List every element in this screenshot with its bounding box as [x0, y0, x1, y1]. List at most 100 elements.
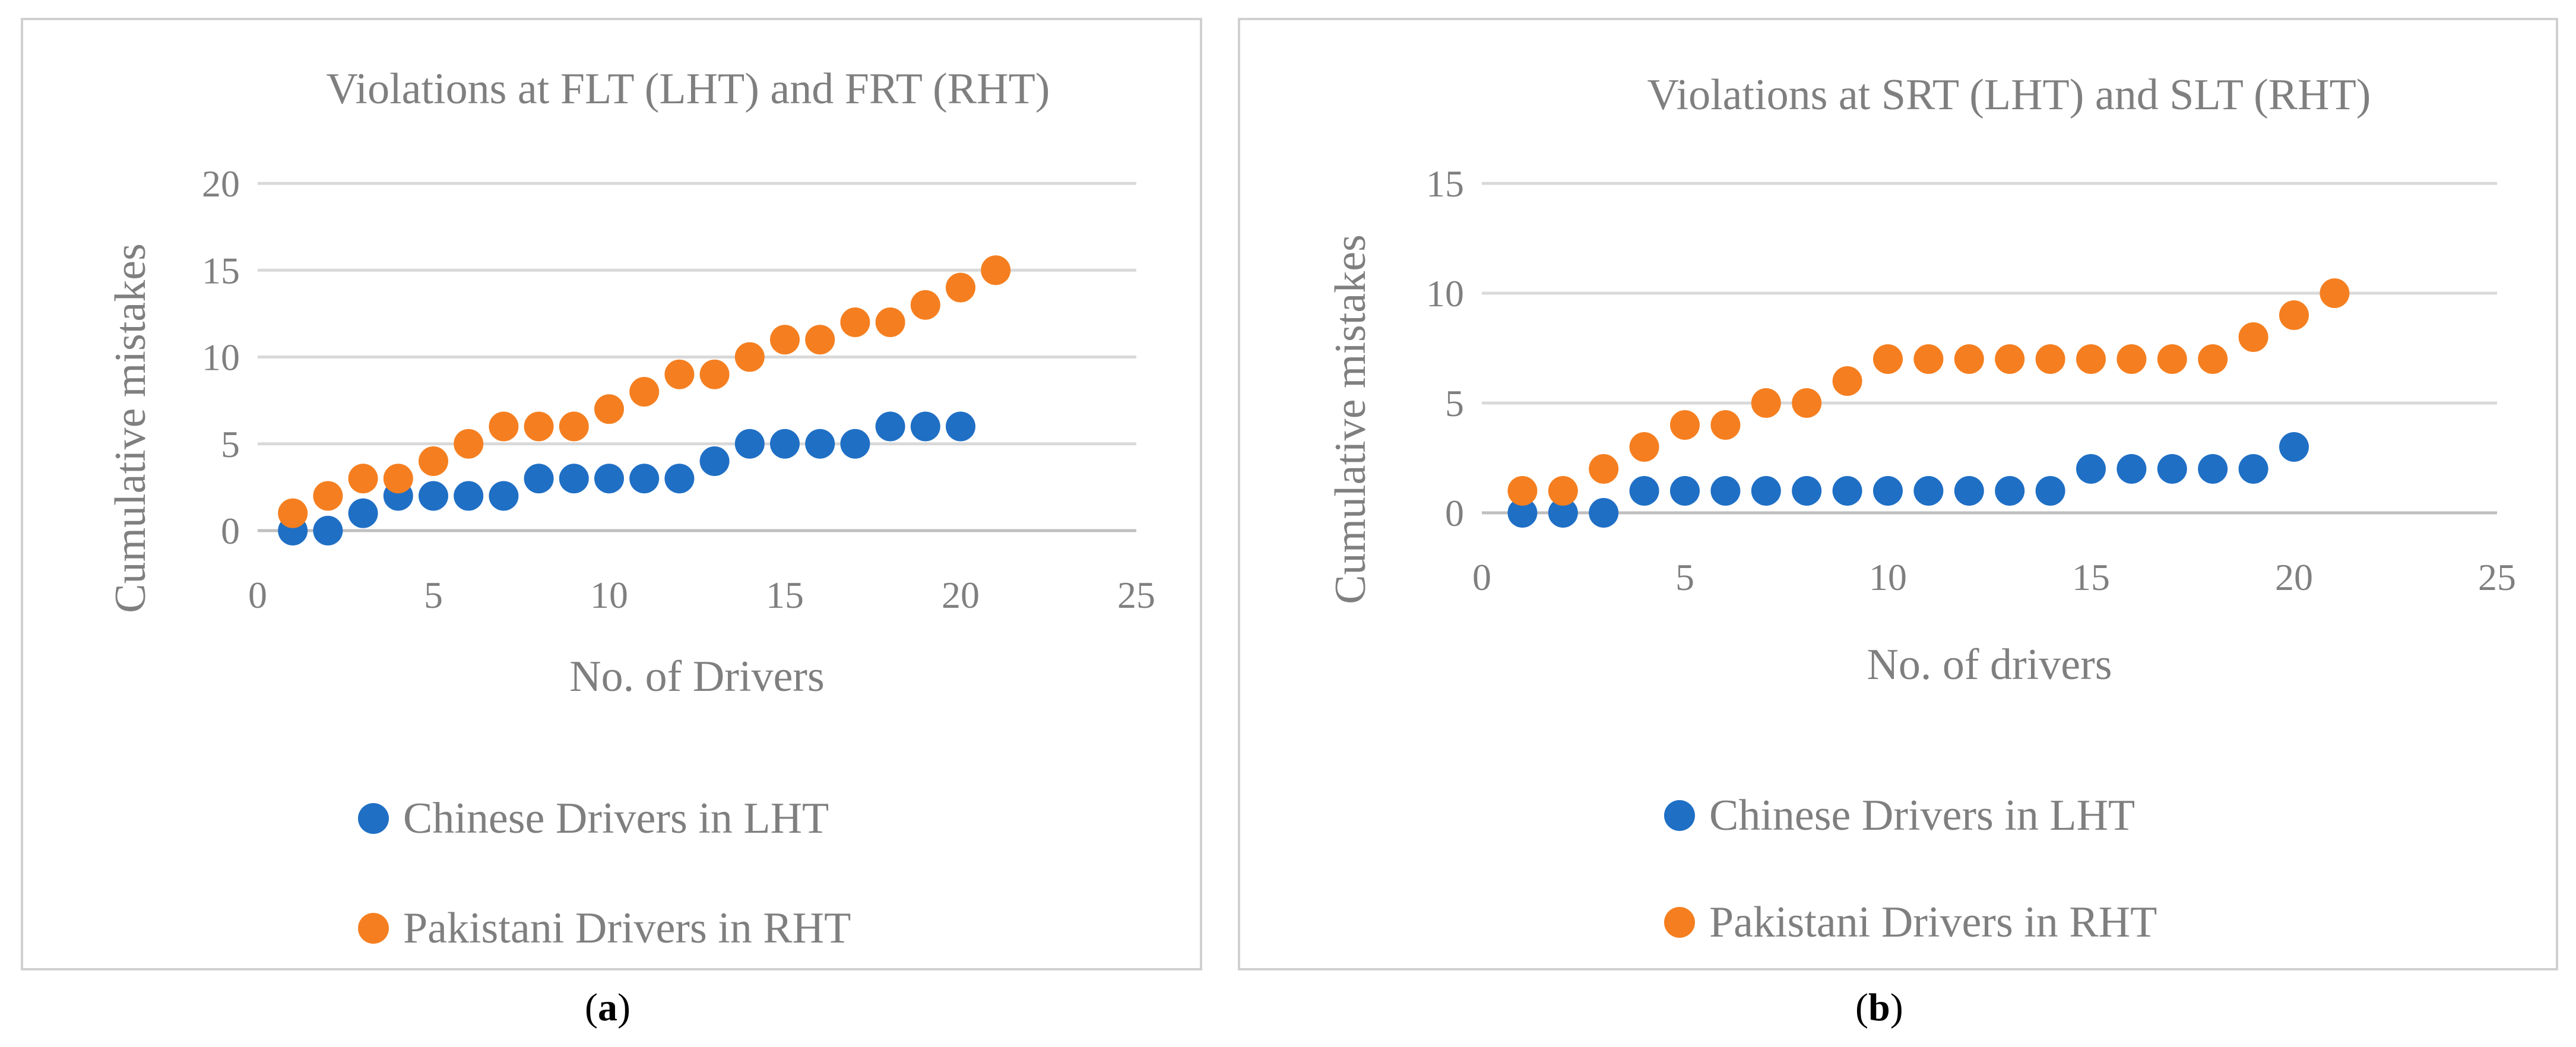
chinese-point: [419, 481, 448, 511]
pakistani-point: [278, 498, 308, 528]
pakistani-point: [2116, 344, 2147, 374]
x-tick-label: 0: [1472, 556, 1491, 598]
y-tick-label: 10: [202, 337, 240, 379]
chinese-point: [629, 464, 660, 494]
pakistani-point: [1832, 366, 1862, 396]
pakistani-point: [1589, 454, 1619, 484]
caption-b-letter: b: [1868, 986, 1890, 1029]
pakistani-point: [664, 359, 695, 389]
x-tick-label: 25: [1117, 574, 1155, 616]
chinese-point: [2116, 454, 2147, 484]
chinese-point: [559, 464, 589, 494]
chinese-point: [489, 481, 519, 511]
pakistani-point: [981, 255, 1011, 285]
y-tick-label: 10: [1426, 272, 1464, 315]
y-tick-label: 0: [221, 510, 240, 552]
x-tick-label: 15: [766, 574, 804, 616]
chinese-point: [1507, 498, 1538, 528]
x-tick-label: 25: [2478, 556, 2516, 598]
pakistani-point: [770, 325, 800, 355]
caption-a: (a): [585, 985, 630, 1030]
chinese-point: [2035, 476, 2065, 506]
legend-marker-pakistani: [358, 913, 389, 944]
pakistani-point: [1751, 388, 1781, 418]
x-tick-label: 20: [942, 574, 980, 616]
x-tick-label: 10: [1869, 556, 1907, 598]
pakistani-point: [559, 411, 589, 442]
chinese-point: [1670, 476, 1700, 506]
caption-b-open: (: [1855, 986, 1868, 1029]
chinese-point: [1832, 476, 1862, 506]
y-tick-label: 0: [1445, 492, 1464, 534]
pakistani-point: [1629, 432, 1659, 462]
chinese-point: [313, 516, 343, 545]
chinese-point: [1589, 498, 1619, 528]
pakistani-point: [313, 481, 343, 511]
pakistani-point: [2320, 278, 2350, 308]
legend-marker-chinese: [358, 803, 389, 834]
pakistani-point: [2035, 344, 2065, 374]
legend-marker-pakistani: [1664, 907, 1695, 938]
chinese-point: [2198, 454, 2228, 484]
y-axis-label: Cumulative mistakes: [106, 243, 155, 613]
caption-a-close: ): [617, 986, 630, 1029]
x-tick-label: 0: [248, 574, 267, 616]
chinese-point: [1710, 476, 1741, 506]
chinese-point: [664, 464, 695, 494]
pakistani-point: [699, 359, 730, 389]
y-tick-label: 15: [202, 249, 240, 291]
chinese-point: [1629, 476, 1659, 506]
pakistani-point: [1548, 476, 1578, 506]
y-tick-label: 15: [1426, 163, 1464, 205]
chinese-point: [454, 481, 484, 511]
pakistani-point: [734, 342, 765, 372]
pakistani-point: [1873, 344, 1903, 374]
caption-a-open: (: [585, 986, 598, 1029]
chart-panel-b: 0 5 10 15 0 5 10 15 20 25 Violations at SRT (LHT) …: [1238, 18, 2558, 970]
x-axis-label: No. of Drivers: [569, 652, 825, 701]
pakistani-point: [1507, 476, 1538, 506]
chinese-point: [805, 429, 835, 459]
pakistani-point: [383, 464, 413, 494]
x-tick-label: 15: [2072, 556, 2110, 598]
pakistani-point: [2157, 344, 2187, 374]
chinese-point: [1548, 498, 1578, 528]
pakistani-point: [1670, 410, 1700, 440]
chinese-point: [699, 446, 730, 476]
pakistani-point: [1954, 344, 1984, 374]
chart-title: Violations at SRT (LHT) and SLT (RHT): [1647, 71, 2371, 119]
legend-label-pakistani: Pakistani Drivers in RHT: [1709, 898, 2157, 947]
pakistani-point: [1913, 344, 1944, 374]
x-tick-label: 10: [590, 574, 628, 616]
chinese-point: [348, 498, 378, 528]
pakistani-point: [2198, 344, 2228, 374]
pakistani-point: [910, 290, 940, 320]
chart-a-svg: 0 5 10 15 20 0 5 10 15 20 25 Violations at FLT (LHT…: [106, 65, 1155, 953]
pakistani-point: [805, 325, 835, 355]
chinese-point: [594, 464, 624, 494]
chinese-point: [946, 411, 975, 442]
chart-panel-a: 0 5 10 15 20 0 5 10 15 20 25 Violations at FLT (LHT…: [21, 18, 1202, 970]
chinese-point: [1873, 476, 1903, 506]
chinese-point: [840, 429, 870, 459]
chinese-point: [770, 429, 800, 459]
chinese-point: [2279, 432, 2309, 462]
chinese-point: [1792, 476, 1822, 506]
chinese-point: [875, 411, 905, 442]
legend-label-chinese: Chinese Drivers in LHT: [403, 794, 829, 843]
pakistani-point: [1995, 344, 2025, 374]
pakistani-point: [2238, 322, 2268, 352]
x-tick-label: 5: [424, 574, 443, 616]
pakistani-point: [348, 464, 378, 494]
legend-label-chinese: Chinese Drivers in LHT: [1709, 791, 2135, 840]
chart-title: Violations at FLT (LHT) and FRT (RHT): [327, 65, 1050, 113]
chinese-point: [524, 464, 554, 494]
x-tick-label: 20: [2275, 556, 2313, 598]
chinese-point: [2157, 454, 2187, 484]
legend-marker-chinese: [1664, 800, 1695, 831]
chinese-point: [910, 411, 940, 442]
pakistani-point: [2076, 344, 2106, 374]
chart-b-svg: 0 5 10 15 0 5 10 15 20 25 Violations at SRT (LHT) …: [1326, 71, 2516, 947]
y-tick-label: 5: [1445, 382, 1464, 424]
y-axis-label: Cumulative mistakes: [1326, 234, 1375, 604]
